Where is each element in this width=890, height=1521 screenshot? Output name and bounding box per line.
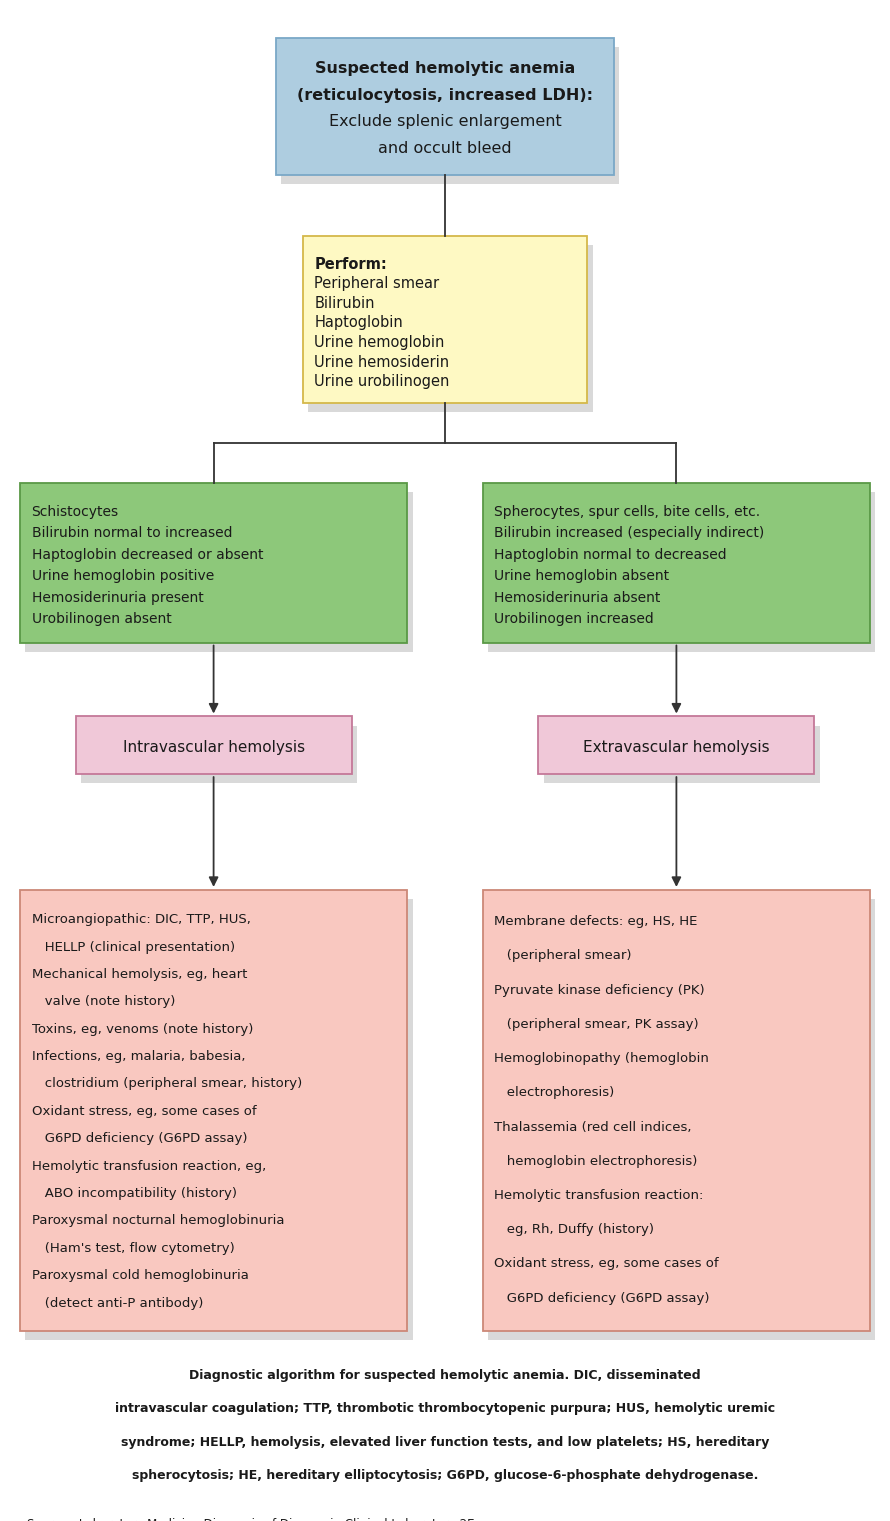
- Text: G6PD deficiency (G6PD assay): G6PD deficiency (G6PD assay): [32, 1132, 247, 1145]
- Text: Intravascular hemolysis: Intravascular hemolysis: [123, 739, 304, 754]
- FancyBboxPatch shape: [276, 38, 614, 175]
- Text: Peripheral smear: Peripheral smear: [314, 277, 440, 292]
- FancyBboxPatch shape: [544, 726, 820, 783]
- Text: eg, Rh, Duffy (history): eg, Rh, Duffy (history): [495, 1223, 654, 1237]
- FancyBboxPatch shape: [538, 716, 814, 774]
- Text: Hemolytic transfusion reaction, eg,: Hemolytic transfusion reaction, eg,: [32, 1159, 266, 1173]
- Text: electrophoresis): electrophoresis): [495, 1086, 615, 1100]
- Text: Urine urobilinogen: Urine urobilinogen: [314, 374, 449, 389]
- Text: Bilirubin normal to increased: Bilirubin normal to increased: [32, 526, 232, 540]
- Text: Hemosiderinuria present: Hemosiderinuria present: [32, 590, 203, 605]
- Text: Perform:: Perform:: [314, 257, 387, 272]
- Text: Urine hemoglobin absent: Urine hemoglobin absent: [495, 569, 669, 583]
- Text: Hemolytic transfusion reaction:: Hemolytic transfusion reaction:: [495, 1189, 704, 1202]
- Text: Diagnostic algorithm for suspected hemolytic anemia. DIC, disseminated: Diagnostic algorithm for suspected hemol…: [190, 1369, 700, 1383]
- Text: HELLP (clinical presentation): HELLP (clinical presentation): [32, 940, 235, 954]
- Text: hemoglobin electrophoresis): hemoglobin electrophoresis): [495, 1154, 698, 1168]
- Text: (detect anti-P antibody): (detect anti-P antibody): [32, 1296, 203, 1310]
- FancyBboxPatch shape: [488, 493, 876, 651]
- Text: Urobilinogen increased: Urobilinogen increased: [495, 613, 654, 627]
- Text: Thalassemia (red cell indices,: Thalassemia (red cell indices,: [495, 1121, 692, 1133]
- Text: Extravascular hemolysis: Extravascular hemolysis: [583, 739, 770, 754]
- FancyBboxPatch shape: [25, 493, 413, 651]
- FancyBboxPatch shape: [76, 716, 352, 774]
- Text: Source : Laboratory Medicine Diagnosis of Disease in Clinical Laboratory 2E: Source : Laboratory Medicine Diagnosis o…: [27, 1518, 474, 1521]
- Text: (reticulocytosis, increased LDH):: (reticulocytosis, increased LDH):: [297, 88, 593, 103]
- Text: Paroxysmal nocturnal hemoglobinuria: Paroxysmal nocturnal hemoglobinuria: [32, 1214, 284, 1227]
- FancyBboxPatch shape: [25, 899, 413, 1340]
- FancyBboxPatch shape: [81, 726, 357, 783]
- Text: Paroxysmal cold hemoglobinuria: Paroxysmal cold hemoglobinuria: [32, 1269, 248, 1282]
- Text: Bilirubin: Bilirubin: [314, 297, 375, 310]
- Text: Toxins, eg, venoms (note history): Toxins, eg, venoms (note history): [32, 1022, 253, 1036]
- Text: Haptoglobin: Haptoglobin: [314, 315, 403, 330]
- Text: (peripheral smear, PK assay): (peripheral smear, PK assay): [495, 1018, 699, 1031]
- Text: clostridium (peripheral smear, history): clostridium (peripheral smear, history): [32, 1077, 302, 1091]
- Text: Schistocytes: Schistocytes: [32, 505, 118, 519]
- Text: Oxidant stress, eg, some cases of: Oxidant stress, eg, some cases of: [32, 1104, 256, 1118]
- FancyBboxPatch shape: [281, 47, 619, 184]
- Text: and occult bleed: and occult bleed: [378, 141, 512, 157]
- Text: Urobilinogen absent: Urobilinogen absent: [32, 613, 172, 627]
- Text: Haptoglobin normal to decreased: Haptoglobin normal to decreased: [495, 548, 727, 561]
- FancyBboxPatch shape: [20, 890, 408, 1331]
- Text: valve (note history): valve (note history): [32, 995, 175, 1008]
- FancyBboxPatch shape: [303, 236, 587, 403]
- Text: (peripheral smear): (peripheral smear): [495, 949, 632, 963]
- Text: ABO incompatibility (history): ABO incompatibility (history): [32, 1186, 237, 1200]
- Text: Spherocytes, spur cells, bite cells, etc.: Spherocytes, spur cells, bite cells, etc…: [495, 505, 761, 519]
- Text: Pyruvate kinase deficiency (PK): Pyruvate kinase deficiency (PK): [495, 984, 705, 996]
- Text: Mechanical hemolysis, eg, heart: Mechanical hemolysis, eg, heart: [32, 967, 247, 981]
- FancyBboxPatch shape: [488, 899, 876, 1340]
- FancyBboxPatch shape: [482, 484, 870, 642]
- Text: G6PD deficiency (G6PD assay): G6PD deficiency (G6PD assay): [495, 1291, 710, 1305]
- Text: Suspected hemolytic anemia: Suspected hemolytic anemia: [315, 61, 575, 76]
- FancyBboxPatch shape: [482, 890, 870, 1331]
- Text: Exclude splenic enlargement: Exclude splenic enlargement: [328, 114, 562, 129]
- Text: Hemosiderinuria absent: Hemosiderinuria absent: [495, 590, 660, 605]
- Text: Hemoglobinopathy (hemoglobin: Hemoglobinopathy (hemoglobin: [495, 1053, 709, 1065]
- Text: Infections, eg, malaria, babesia,: Infections, eg, malaria, babesia,: [32, 1049, 245, 1063]
- Text: Membrane defects: eg, HS, HE: Membrane defects: eg, HS, HE: [495, 916, 698, 928]
- Text: spherocytosis; HE, hereditary elliptocytosis; G6PD, glucose-6-phosphate dehydrog: spherocytosis; HE, hereditary elliptocyt…: [132, 1469, 758, 1483]
- Text: Urine hemoglobin positive: Urine hemoglobin positive: [32, 569, 214, 583]
- Text: Oxidant stress, eg, some cases of: Oxidant stress, eg, some cases of: [495, 1258, 719, 1270]
- FancyBboxPatch shape: [20, 484, 408, 642]
- Text: Microangiopathic: DIC, TTP, HUS,: Microangiopathic: DIC, TTP, HUS,: [32, 913, 250, 926]
- Text: Haptoglobin decreased or absent: Haptoglobin decreased or absent: [32, 548, 263, 561]
- Text: syndrome; HELLP, hemolysis, elevated liver function tests, and low platelets; HS: syndrome; HELLP, hemolysis, elevated liv…: [121, 1436, 769, 1450]
- Text: Urine hemoglobin: Urine hemoglobin: [314, 335, 444, 350]
- Text: intravascular coagulation; TTP, thrombotic thrombocytopenic purpura; HUS, hemoly: intravascular coagulation; TTP, thrombot…: [115, 1402, 775, 1416]
- Text: (Ham's test, flow cytometry): (Ham's test, flow cytometry): [32, 1241, 234, 1255]
- Text: Urine hemosiderin: Urine hemosiderin: [314, 354, 449, 370]
- FancyBboxPatch shape: [308, 245, 593, 412]
- Text: Bilirubin increased (especially indirect): Bilirubin increased (especially indirect…: [495, 526, 765, 540]
